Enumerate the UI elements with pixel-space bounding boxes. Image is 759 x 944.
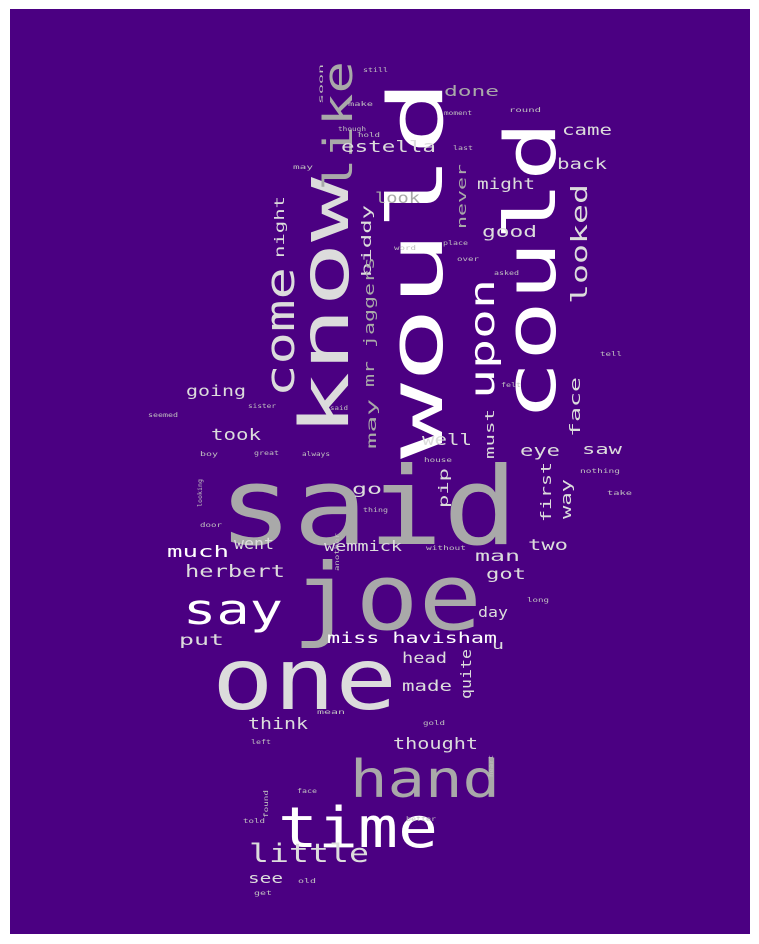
cloud-word: done <box>444 84 499 100</box>
cloud-word: well <box>422 430 472 449</box>
cloud-word: day <box>478 605 508 621</box>
cloud-word: seemed <box>148 412 179 419</box>
cloud-word: biddy <box>360 205 375 277</box>
cloud-word: think <box>248 714 308 733</box>
cloud-word: place <box>443 240 469 247</box>
cloud-word: another <box>334 532 341 571</box>
cloud-word: estella <box>341 137 436 156</box>
cloud-word: could <box>490 121 572 421</box>
cloud-word: good <box>482 222 537 241</box>
cloud-word: pip <box>437 468 452 508</box>
cloud-word: mean <box>317 709 346 716</box>
cloud-word: thought <box>393 734 478 753</box>
cloud-word: said <box>218 445 518 570</box>
word-cloud-frame: said joe one would could know like time hand say c… <box>10 9 750 934</box>
cloud-word: sister <box>248 403 276 410</box>
cloud-word: little <box>249 839 369 869</box>
cloud-word: without <box>426 545 467 552</box>
cloud-word: long <box>527 597 550 604</box>
cloud-word: time <box>278 796 438 861</box>
cloud-word: never <box>455 164 469 229</box>
cloud-word: door <box>200 522 223 529</box>
cloud-word: know <box>286 177 365 437</box>
cloud-word: first <box>539 462 555 522</box>
cloud-word: back <box>557 155 607 173</box>
cloud-word: heart <box>488 755 495 777</box>
cloud-word: herbert <box>185 562 285 582</box>
cloud-word: must <box>483 409 497 459</box>
cloud-word: mr jaggers <box>362 257 378 387</box>
cloud-word: gold <box>423 720 446 727</box>
cloud-word: may <box>365 399 380 449</box>
cloud-word: saw <box>582 442 623 458</box>
cloud-word: said <box>330 405 348 412</box>
cloud-word: tell <box>600 351 623 358</box>
cloud-word: make <box>348 101 374 108</box>
cloud-word: quite <box>459 649 475 699</box>
cloud-word: eye <box>520 441 560 460</box>
cloud-word: going <box>186 382 246 400</box>
cloud-word: face <box>297 788 318 795</box>
cloud-word: took <box>211 425 261 444</box>
cloud-word: looked <box>568 184 593 304</box>
cloud-word: look <box>375 189 420 207</box>
cloud-word: went <box>234 534 274 553</box>
cloud-word: looking <box>197 479 204 507</box>
cloud-word: hold <box>358 132 381 139</box>
cloud-word: face <box>568 377 584 437</box>
cloud-word: boy <box>200 451 219 458</box>
cloud-word: came <box>562 121 612 139</box>
cloud-word: asked <box>494 270 520 277</box>
cloud-word: much <box>167 542 229 561</box>
cloud-word: over <box>457 256 480 263</box>
cloud-word: left <box>251 739 272 746</box>
cloud-word: though <box>338 126 366 133</box>
cloud-word: wemmick <box>324 539 403 555</box>
cloud-word: night <box>273 196 288 258</box>
cloud-word: get <box>254 890 273 897</box>
cloud-word: found <box>263 789 270 818</box>
cloud-word: soon <box>318 63 325 104</box>
cloud-word: put <box>179 631 224 649</box>
cloud-word: word <box>394 245 417 252</box>
cloud-word: see <box>248 871 283 887</box>
cloud-word: u <box>492 638 504 652</box>
cloud-word: house <box>424 457 453 464</box>
cloud-word: better <box>406 816 437 823</box>
cloud-word: would <box>371 79 460 459</box>
cloud-word: always <box>302 451 330 458</box>
cloud-word: thing <box>363 507 389 514</box>
cloud-word: hand <box>350 750 500 810</box>
cloud-word: man <box>475 547 520 565</box>
cloud-word: still <box>363 67 389 74</box>
cloud-word: joe <box>292 544 482 651</box>
cloud-word: way <box>559 479 575 519</box>
cloud-word: got <box>486 565 526 583</box>
cloud-word: nothing <box>580 468 621 475</box>
cloud-word: miss havisham <box>327 629 497 647</box>
cloud-word: take <box>607 490 633 497</box>
cloud-word: may <box>293 164 314 171</box>
cloud-word: go <box>352 480 382 498</box>
cloud-word: felt <box>501 382 522 389</box>
cloud-word: moment <box>444 110 472 117</box>
cloud-word: two <box>528 536 568 554</box>
cloud-word: like <box>316 61 362 191</box>
cloud-word: upon <box>463 279 503 399</box>
cloud-word: one <box>212 630 397 730</box>
cloud-word: old <box>298 878 317 885</box>
cloud-word: round <box>509 107 542 114</box>
cloud-word: head <box>402 649 447 667</box>
cloud-word: made <box>402 677 452 695</box>
cloud-word: might <box>477 175 535 193</box>
cloud-word: told <box>243 818 266 825</box>
word-cloud-background <box>10 9 750 934</box>
cloud-word: last <box>453 145 474 152</box>
cloud-word: say <box>183 585 283 634</box>
cloud-word: come <box>258 267 304 397</box>
cloud-word: great <box>254 450 280 457</box>
